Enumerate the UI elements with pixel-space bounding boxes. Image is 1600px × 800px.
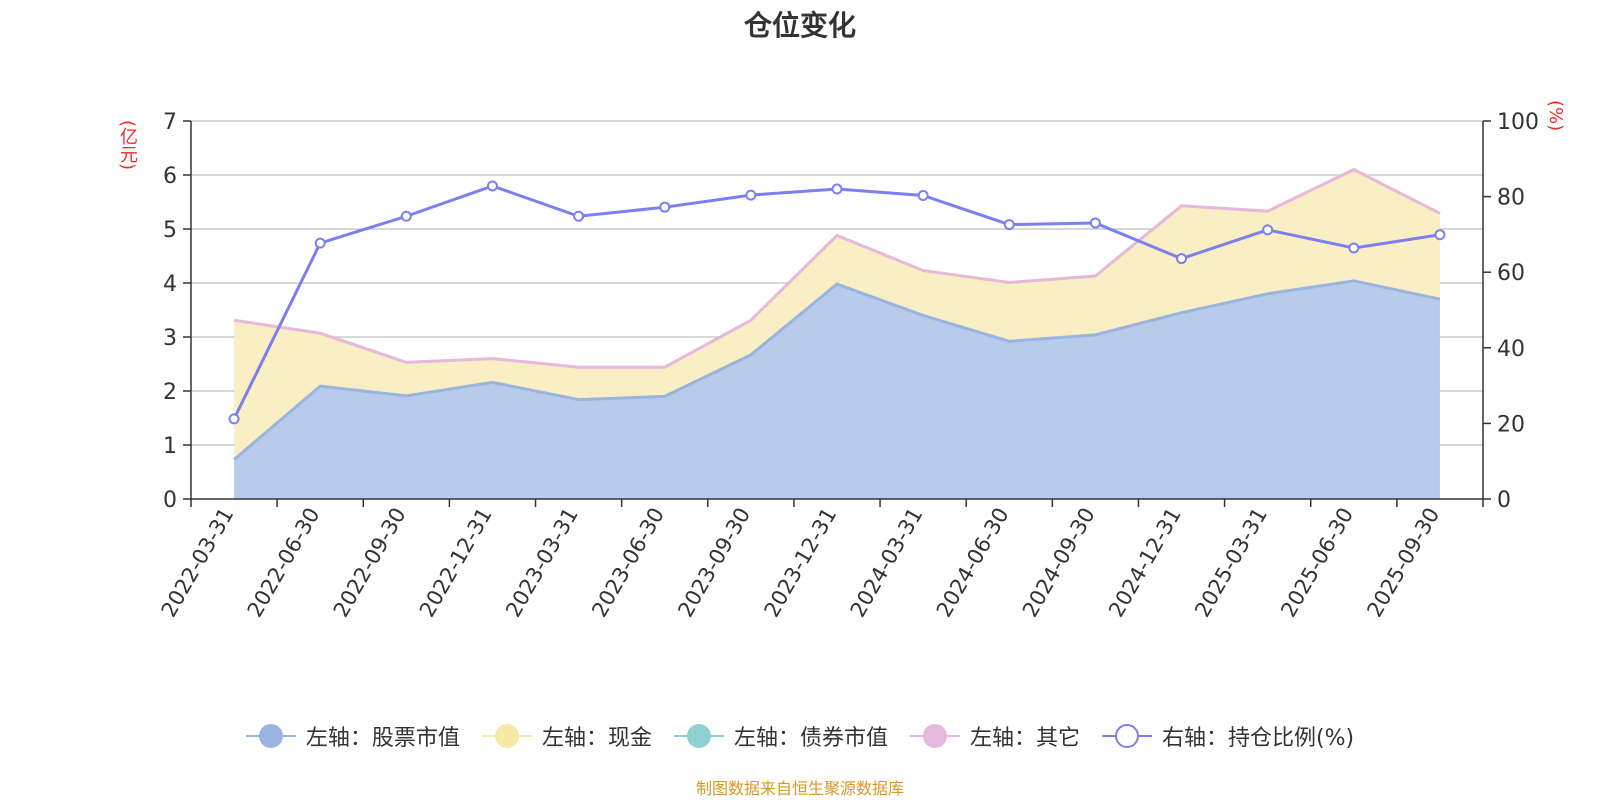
ratio-point [745, 189, 757, 201]
ratio-point [831, 183, 843, 195]
legend-item-stock[interactable]: 左轴：股票市值 [245, 720, 460, 752]
legend-item-cash[interactable]: 左轴：现金 [481, 720, 652, 752]
x-axis-tick-label: 2024-09-30 [1018, 504, 1100, 622]
legend-marker-ratio [1101, 723, 1152, 749]
x-axis-tick-label: 2024-12-31 [1104, 504, 1186, 622]
right-axis-unit: (%) [1545, 100, 1566, 132]
legend-label-cash: 左轴：现金 [541, 726, 652, 751]
x-axis-tick-label: 2022-06-30 [243, 504, 325, 622]
legend-item-other[interactable]: 左轴：其它 [909, 720, 1080, 752]
x-axis-tick-label: 2023-03-31 [501, 504, 583, 622]
left-axis-tick-label: 4 [163, 272, 177, 297]
x-axis-tick-label: 2024-03-31 [846, 503, 928, 621]
chart-legend: 左轴：股票市值 左轴：现金 左轴：债券市值 左轴：其它 右轴：持仓比例(%) [0, 720, 1600, 752]
left-axis-unit: (亿元) [117, 120, 138, 171]
left-axis-tick-label: 3 [163, 326, 177, 351]
series-line-stock [233, 279, 1441, 461]
legend-label-other: 左轴：其它 [969, 726, 1080, 751]
chart-title: 仓位变化 [743, 9, 856, 42]
right-axis-tick-label: 0 [1497, 488, 1511, 513]
data-source-note: 制图数据来自恒生聚源数据库 [695, 779, 904, 798]
legend-label-bond: 左轴：债券市值 [733, 726, 888, 751]
legend-marker-bond [673, 723, 724, 749]
ratio-point [659, 201, 671, 213]
legend-marker-cash [481, 723, 532, 749]
series-line-other [233, 167, 1441, 369]
left-axis-tick-label: 5 [163, 218, 177, 243]
ratio-point [1262, 224, 1274, 236]
x-axis-tick-label: 2025-09-30 [1362, 504, 1444, 622]
legend-marker-other [909, 723, 960, 749]
series-area-stock [234, 280, 1440, 499]
ratio-point [1434, 229, 1446, 241]
right-axis-tick-label: 80 [1497, 186, 1525, 211]
x-axis-tick-label: 2024-06-30 [932, 503, 1014, 621]
ratio-point [1176, 253, 1188, 265]
left-axis-tick-label: 2 [163, 380, 177, 405]
ratio-point [486, 180, 498, 192]
right-axis-tick-label: 60 [1497, 261, 1525, 286]
x-axis-tick-label: 2023-06-30 [587, 504, 669, 622]
ratio-point [228, 413, 240, 425]
ratio-point [573, 210, 585, 222]
right-axis-tick-label: 40 [1497, 337, 1525, 362]
ratio-point [1348, 242, 1360, 254]
x-axis-tick-label: 2023-12-31 [760, 504, 842, 622]
ratio-point [917, 189, 929, 201]
right-axis-tick-label: 20 [1497, 412, 1525, 437]
legend-marker-stock [245, 723, 296, 749]
left-axis-tick-label: 1 [163, 434, 177, 459]
left-axis-tick-label: 0 [163, 488, 177, 513]
legend-item-ratio[interactable]: 右轴：持仓比例(%) [1101, 720, 1355, 752]
ratio-point [1089, 217, 1101, 229]
ratio-point [314, 237, 326, 249]
x-axis-tick-label: 2023-09-30 [673, 504, 755, 622]
ratio-point [1003, 219, 1015, 231]
x-axis-tick-label: 2022-03-31 [157, 504, 239, 622]
left-axis-tick-label: 7 [163, 110, 177, 135]
x-axis-tick-label: 2022-12-31 [415, 504, 497, 622]
legend-label-ratio: 右轴：持仓比例(%) [1161, 726, 1355, 751]
x-axis-tick-label: 2025-06-30 [1276, 504, 1358, 622]
right-axis-tick-label: 100 [1497, 110, 1539, 135]
left-axis-tick-label: 6 [163, 164, 177, 189]
position-chart: 0 1 2 3 4 5 6 7 0 20 40 60 80 100 2022-03-31 2022-06-30… [157, 110, 1539, 622]
legend-item-bond[interactable]: 左轴：债券市值 [673, 720, 888, 752]
ratio-point [400, 210, 412, 222]
x-axis-tick-label: 2022-09-30 [329, 504, 411, 622]
legend-label-stock: 左轴：股票市值 [305, 726, 460, 751]
x-axis-tick-label: 2025-03-31 [1190, 504, 1272, 622]
